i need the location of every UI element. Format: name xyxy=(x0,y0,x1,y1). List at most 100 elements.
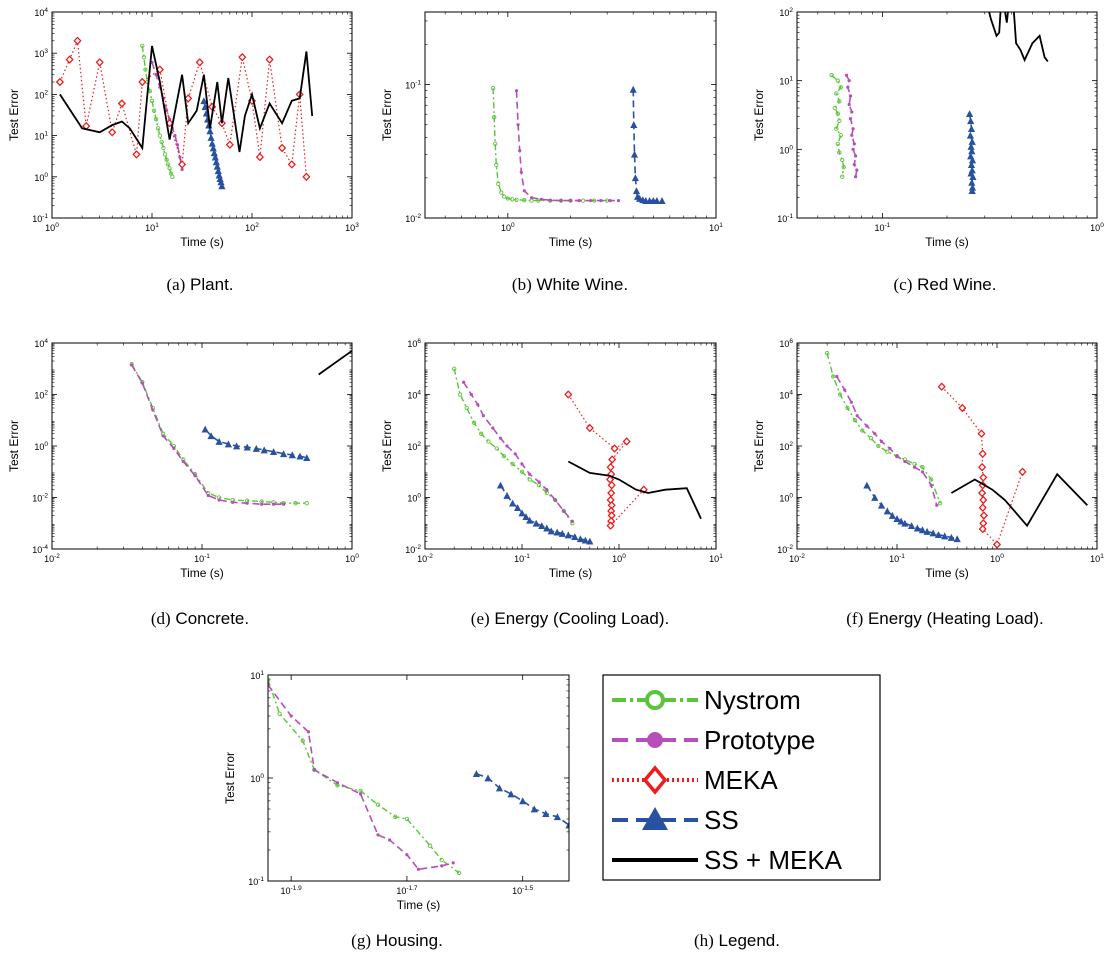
y-tick-label: 100 xyxy=(779,493,793,504)
x-axis-label: Time (s) xyxy=(925,566,969,580)
y-tick-label: 102 xyxy=(34,89,48,100)
x-tick-label: 100 xyxy=(345,553,359,564)
panel-caption: (f) Energy (Heating Load). xyxy=(846,609,1043,628)
x-tick-label: 10-1 xyxy=(194,553,210,564)
panel-housing: 10-1.9 10-1.7 10-1.5 10-1 100 101 Time (s) Test… xyxy=(223,670,570,950)
axes-frame xyxy=(267,674,570,882)
y-tick-label: 10-2 xyxy=(405,213,421,224)
series-ss xyxy=(629,85,666,204)
x-tick-label: 102 xyxy=(245,222,259,233)
legend-label-nystrom: Nystrom xyxy=(704,685,801,715)
legend-marker-diamond xyxy=(642,765,668,795)
y-tick-label: 100 xyxy=(34,441,48,452)
y-tick-label: 10-1 xyxy=(248,876,264,887)
legend-marker-triangle xyxy=(642,807,668,830)
y-tick-label: 106 xyxy=(779,338,793,349)
series-prototype xyxy=(844,73,859,179)
y-tick-label: 100 xyxy=(779,144,793,155)
series-prototype xyxy=(514,89,621,203)
panel-energy-cooling: 10-2 10-1 100 101 10-2 100 102 104 106 Time (s) Te… xyxy=(380,338,723,628)
caption-letter: (e) xyxy=(471,609,490,628)
x-tick-label: 10-1.9 xyxy=(281,885,303,896)
plot-area xyxy=(824,351,1088,544)
x-axis-label: Time (s) xyxy=(397,898,441,912)
minor-ticks xyxy=(797,343,1097,549)
x-axis-label: Time (s) xyxy=(549,235,593,249)
x-tick-label: 100 xyxy=(1090,222,1104,233)
plot-area xyxy=(490,85,666,204)
series-nystrom xyxy=(490,86,610,203)
x-axis-label: Time (s) xyxy=(180,566,224,580)
y-tick-label: 104 xyxy=(779,390,793,401)
y-tick-label: 104 xyxy=(34,338,48,349)
series-ss xyxy=(496,481,594,545)
axes-frame xyxy=(51,342,353,550)
y-tick-label: 104 xyxy=(34,7,48,18)
panel-caption: (g) Housing. xyxy=(351,931,443,950)
caption-text: Plant. xyxy=(185,275,233,294)
y-tick-label: 102 xyxy=(407,441,421,452)
x-tick-label: 101 xyxy=(709,553,723,564)
plot-area xyxy=(452,366,702,545)
panel-caption: (c) Red Wine. xyxy=(894,275,997,294)
x-tick-label: 101 xyxy=(145,222,159,233)
series-ssmeka xyxy=(988,12,1049,63)
x-tick-label: 10-1.5 xyxy=(512,885,534,896)
plot-area xyxy=(129,350,352,506)
y-tick-label: 103 xyxy=(34,48,48,59)
legend-label-prototype: Prototype xyxy=(704,725,815,755)
minor-ticks xyxy=(425,12,716,218)
axes-frame xyxy=(796,342,1098,550)
legend: Nystrom Prototype MEKA SS SS + MEKA (h) Legen… xyxy=(602,674,881,950)
minor-ticks xyxy=(425,343,716,549)
y-tick-label: 100 xyxy=(407,493,421,504)
y-axis-label: Test Error xyxy=(7,420,21,472)
x-tick-label: 10-1.7 xyxy=(396,885,418,896)
panel-white-wine: 100 101 10-2 10-1 Time (s) Test Error (b) Whit… xyxy=(380,11,723,294)
caption-text: Housing. xyxy=(371,931,443,950)
caption-letter: (f) xyxy=(846,609,863,628)
x-tick-label: 10-2 xyxy=(417,553,433,564)
x-tick-label: 101 xyxy=(709,222,723,233)
caption-letter: (b) xyxy=(512,275,532,294)
y-axis-label: Test Error xyxy=(223,752,237,804)
y-tick-label: 10-1 xyxy=(32,213,48,224)
y-axis-label: Test Error xyxy=(752,420,766,472)
y-axis-label: Test Error xyxy=(380,420,394,472)
minor-ticks xyxy=(52,343,352,549)
x-tick-label: 10-2 xyxy=(789,553,805,564)
y-axis-label: Test Error xyxy=(752,89,766,141)
x-tick-label: 10-1 xyxy=(889,553,905,564)
x-tick-label: 10-2 xyxy=(44,553,60,564)
y-tick-label: 10-4 xyxy=(32,544,48,555)
legend-label-ssmeka: SS + MEKA xyxy=(704,845,843,875)
y-axis-label: Test Error xyxy=(380,89,394,141)
x-tick-label: 100 xyxy=(501,222,515,233)
series-prototype xyxy=(835,374,939,507)
caption-text: Red Wine. xyxy=(912,275,996,294)
axes-frame xyxy=(796,11,1098,219)
panel-caption: (b) White Wine. xyxy=(512,275,628,294)
legend-marker-dot xyxy=(647,732,663,748)
series-ssmeka xyxy=(318,350,352,376)
caption-letter: (g) xyxy=(351,931,371,950)
caption-text: Energy (Heating Load). xyxy=(863,609,1044,628)
y-tick-label: 101 xyxy=(779,76,793,87)
series-nystrom xyxy=(140,43,175,179)
y-tick-label: 10-2 xyxy=(777,544,793,555)
series-nystrom xyxy=(829,73,846,179)
series-ssmeka xyxy=(567,460,702,520)
minor-ticks xyxy=(268,679,569,851)
y-tick-label: 101 xyxy=(250,670,264,681)
legend-label-ss: SS xyxy=(704,805,739,835)
series-ss xyxy=(965,110,977,195)
panel-energy-heating: 10-2 10-1 100 101 10-2 100 102 104 106 Time (s) Te… xyxy=(752,338,1104,628)
y-tick-label: 10-1 xyxy=(777,213,793,224)
x-axis-label: Time (s) xyxy=(549,566,593,580)
y-tick-label: 100 xyxy=(250,773,264,784)
x-tick-label: 100 xyxy=(990,553,1004,564)
y-axis-label: Test Error xyxy=(7,89,21,141)
